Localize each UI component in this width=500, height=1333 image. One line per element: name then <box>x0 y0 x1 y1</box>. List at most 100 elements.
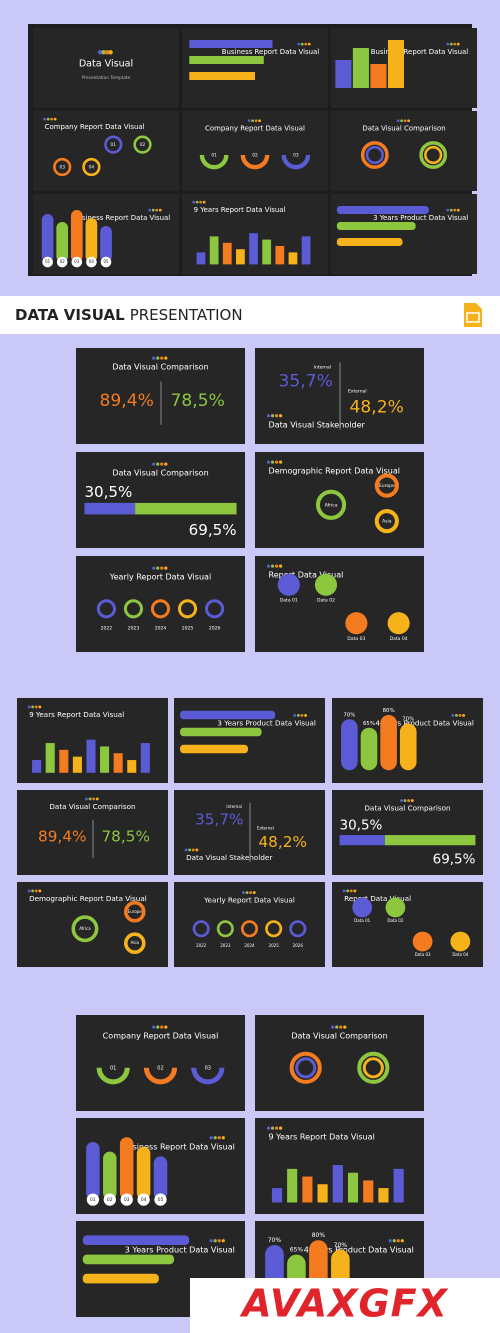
pie <box>387 612 410 635</box>
logo-dot <box>31 889 35 893</box>
slide: Company Report Data Visual 01 02 03 <box>182 111 328 191</box>
logo-dot <box>108 50 113 55</box>
slide-subtitle: Presentation Template <box>82 75 131 81</box>
label-dot <box>100 256 112 268</box>
slide-title: Data Visual Comparison <box>364 804 450 813</box>
slide: Company Report Data Visual 01 02 03 04 <box>33 111 179 191</box>
shape <box>59 749 69 773</box>
slide-title: Data Visual Comparison <box>362 125 445 133</box>
shape <box>135 502 237 515</box>
logo-dot <box>202 200 206 204</box>
stat: 69,5% <box>433 852 476 868</box>
logo-dot <box>462 713 466 717</box>
ring <box>419 141 448 169</box>
logo-dot <box>247 119 251 123</box>
shape <box>45 743 55 773</box>
pie-label: Data 03 <box>415 952 431 957</box>
pill-stat: 65% <box>363 721 375 727</box>
pill-stat: 70% <box>343 712 355 718</box>
shape <box>339 835 385 846</box>
shape <box>82 1254 175 1265</box>
shape <box>393 1168 404 1203</box>
logo-dot <box>155 208 159 212</box>
logo-dot <box>307 42 311 46</box>
slide-title: 4 Years Product Data Visual <box>375 719 474 728</box>
stat: 30,5% <box>84 483 132 501</box>
slide-title: Demographic Report Data Visual <box>29 894 147 903</box>
shape <box>336 222 416 230</box>
shape <box>180 727 262 737</box>
label-dot <box>120 1193 133 1206</box>
logo-dot <box>249 891 253 895</box>
slide: Report Data Visual Data 01 Data 02 Data 03 D… <box>255 556 424 652</box>
shape <box>249 802 251 863</box>
slide-title: 9 Years Report Data Visual <box>194 206 286 214</box>
logo-dot <box>300 713 304 717</box>
ring-label: 2024 <box>244 943 255 948</box>
pill-label: 03 <box>124 1197 130 1203</box>
slide: Demographic Report Data Visual Europe Afri… <box>255 452 424 548</box>
stake-label: External <box>348 389 367 395</box>
ring <box>205 599 225 619</box>
slide: Business Report Data Visual <box>182 28 328 108</box>
semi-ring <box>199 154 229 170</box>
ring <box>362 1057 384 1079</box>
slide-title: Data Visual Comparison <box>49 802 135 811</box>
logo-dot <box>50 117 54 121</box>
slide-bg <box>33 28 179 108</box>
logo-dot <box>456 42 460 46</box>
logo-dot <box>252 891 256 895</box>
slide-title: Report Data Visual <box>269 571 344 580</box>
logo-dot <box>199 200 203 204</box>
pie <box>385 897 406 918</box>
demo-label: Europe <box>128 909 143 914</box>
shape <box>86 1142 100 1200</box>
slide: Data Visual Comparison <box>255 1015 424 1111</box>
pie-label: Data 03 <box>347 636 365 642</box>
logo-dot <box>160 566 164 570</box>
slide: Business Report Data Visual 01 02 03 04 05 <box>33 194 179 274</box>
logo-dot <box>156 566 160 570</box>
slide: 9 Years Report Data Visual <box>255 1118 424 1214</box>
ring <box>71 915 99 943</box>
logo-dot <box>152 462 156 466</box>
shape <box>113 753 123 773</box>
semi-label: 02 <box>157 1065 163 1071</box>
slide-title: Business Report Data Visual <box>122 1142 235 1151</box>
pill-label: 05 <box>104 259 109 264</box>
slide: Data Visual Comparison 89,4% 78,5% <box>17 790 168 875</box>
pill-stat: 70% <box>334 1242 348 1249</box>
shape <box>275 246 285 265</box>
slide: Demographic Report Data Visual Europe Afri… <box>17 882 168 967</box>
pie-label: Data 01 <box>354 918 370 923</box>
logo-dot <box>446 42 450 46</box>
slide: 9 Years Report Data Visual <box>182 194 328 274</box>
shape <box>339 362 341 430</box>
logo-dot <box>278 460 283 464</box>
slide: Data Visual Comparison 30,5% 69,5% <box>76 452 245 548</box>
slide-title: Yearly Report Data Visual <box>109 573 211 582</box>
slide-title: Report Data Visual <box>344 894 411 903</box>
shape <box>378 1188 389 1203</box>
slide-bg <box>182 111 328 191</box>
slide-title: Yearly Report Data Visual <box>203 896 295 905</box>
shape <box>82 1273 159 1284</box>
logo-dot <box>297 42 301 46</box>
logo-dot <box>152 1025 156 1029</box>
stat: 69,5% <box>189 521 237 539</box>
ring-label: 02 <box>140 142 146 148</box>
semi-label: 01 <box>211 153 217 159</box>
logo-dot <box>195 200 199 204</box>
ring <box>424 145 443 165</box>
pie <box>277 573 300 596</box>
shape <box>189 72 255 80</box>
semi-label: 02 <box>252 153 258 159</box>
shape <box>271 1188 283 1203</box>
logo-dot <box>458 713 462 717</box>
demo-label: Asia <box>131 940 140 945</box>
logo-dot <box>156 356 160 360</box>
shape <box>336 238 403 246</box>
logo-dot <box>188 848 192 852</box>
